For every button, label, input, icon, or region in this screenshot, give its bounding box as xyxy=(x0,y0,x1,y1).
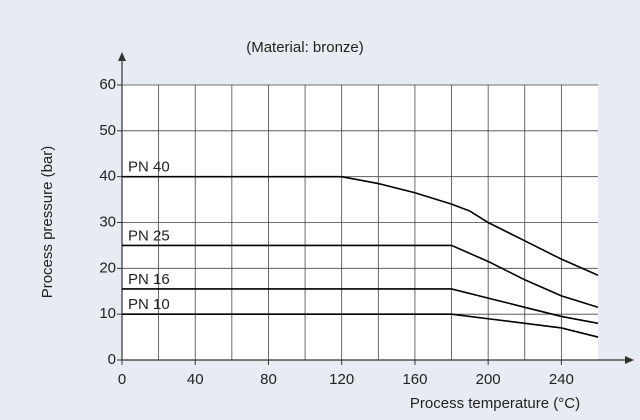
series-line xyxy=(122,313,599,338)
y-tick-label: 20 xyxy=(99,259,116,276)
series-label: PN 10 xyxy=(128,296,170,313)
y-tick-label: 60 xyxy=(99,76,116,93)
x-tick-label: 40 xyxy=(187,371,204,388)
y-axis-label: Process pressure (bar) xyxy=(39,146,56,299)
series-line xyxy=(122,175,599,276)
series-label: PN 40 xyxy=(128,159,170,176)
series-label: PN 25 xyxy=(128,227,170,244)
x-tick-label: 200 xyxy=(476,371,501,388)
x-tick-label: 80 xyxy=(260,371,277,388)
x-axis-arrow xyxy=(625,356,634,364)
x-tick-label: 160 xyxy=(402,371,427,388)
chart-title: (Material: bronze) xyxy=(246,39,364,56)
y-tick-label: 50 xyxy=(99,122,116,139)
y-tick-label: 30 xyxy=(99,213,116,230)
x-tick-label: 0 xyxy=(118,371,126,388)
series-line xyxy=(122,244,599,309)
y-tick-label: 40 xyxy=(99,168,116,185)
series-line xyxy=(122,288,599,325)
series-label: PN 16 xyxy=(128,271,170,288)
y-tick-label: 10 xyxy=(99,305,116,322)
y-tick-label: 0 xyxy=(108,351,116,368)
x-tick-label: 120 xyxy=(329,371,354,388)
x-tick-label: 240 xyxy=(549,371,574,388)
x-axis-label: Process temperature (°C) xyxy=(410,395,580,412)
y-axis-arrow xyxy=(118,52,126,61)
